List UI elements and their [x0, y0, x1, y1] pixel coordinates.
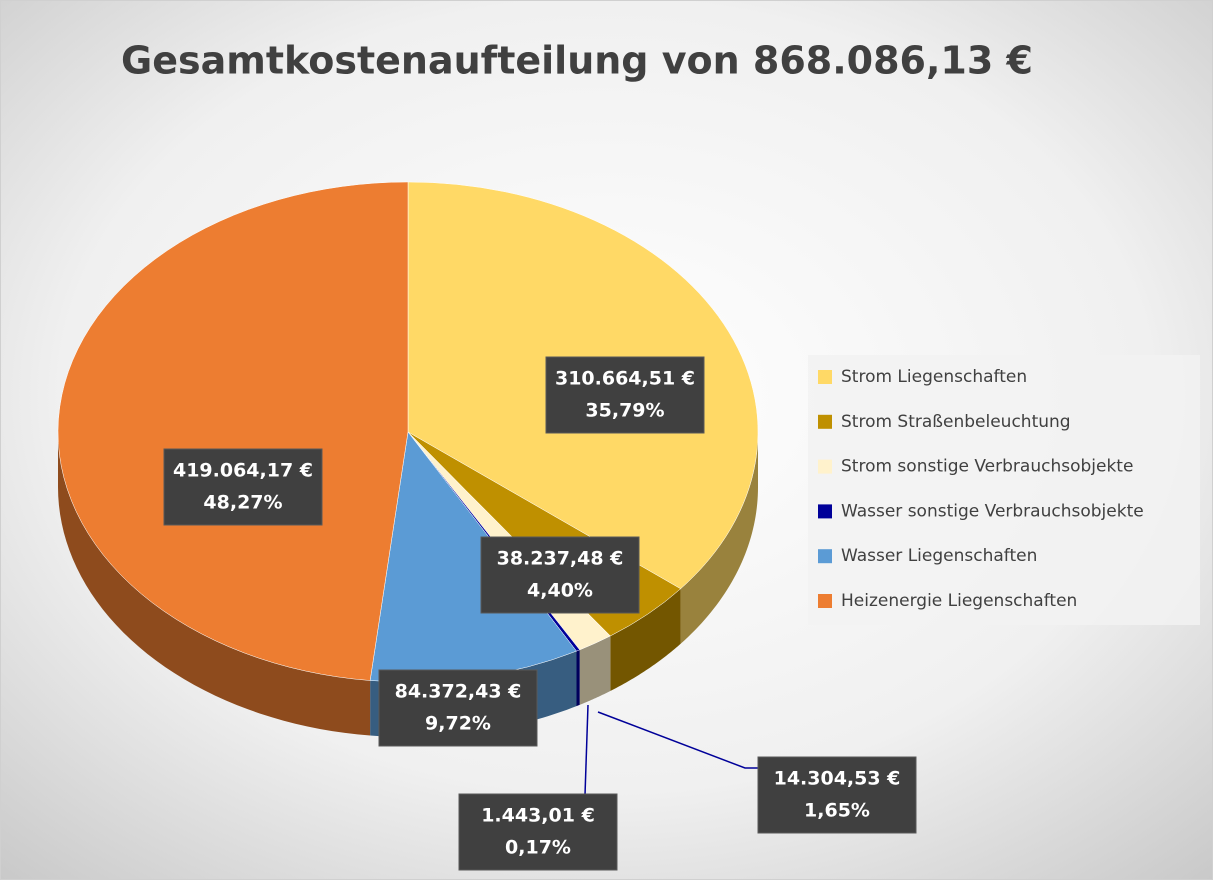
legend-label: Wasser Liegenschaften [841, 546, 1037, 566]
leader-line [597, 711, 762, 769]
slice-side [579, 636, 611, 705]
legend-label: Heizenergie Liegenschaften [841, 591, 1077, 611]
data-label: 419.064,17 € [173, 460, 313, 482]
leader-line [584, 704, 589, 796]
slice-side [610, 588, 681, 692]
data-label-box [757, 756, 917, 834]
legend-swatch [818, 504, 832, 519]
legend-box [808, 355, 1200, 625]
data-label-box [480, 536, 640, 614]
legend-label: Strom sonstige Verbrauchsobjekte [841, 457, 1133, 477]
data-label-box [545, 356, 705, 434]
legend-label: Wasser sonstige Verbrauchsobjekte [841, 501, 1144, 521]
legend-swatch [818, 414, 832, 429]
legend-label: Strom Liegenschaften [841, 367, 1027, 387]
chart-title: Gesamtkostenaufteilung von 868.086,13 € [121, 39, 1033, 83]
legend-swatch [818, 370, 832, 384]
slice-side [680, 432, 758, 644]
legend-swatch [818, 594, 832, 608]
slice-side [576, 649, 580, 707]
slice [57, 181, 409, 681]
data-label: 1.443,01 € [481, 805, 595, 827]
data-label: 310.664,51 € [555, 368, 695, 390]
data-label: 84.372,43 € [395, 681, 522, 703]
data-label-box [458, 793, 618, 871]
data-label-box [163, 448, 323, 526]
data-label-box [378, 669, 538, 747]
legend-label: Strom Straßenbeleuchtung [841, 412, 1071, 432]
legend-swatch [818, 459, 832, 474]
data-label: 48,27% [203, 492, 282, 514]
slice-side [58, 432, 371, 736]
data-label: 4,40% [527, 580, 593, 602]
data-label: 9,72% [425, 713, 491, 735]
data-label: 1,65% [804, 800, 870, 822]
legend-swatch [818, 549, 832, 564]
data-label: 35,79% [585, 400, 664, 422]
data-label: 14.304,53 € [774, 768, 901, 790]
data-label: 0,17% [505, 837, 571, 859]
data-label: 38.237,48 € [497, 548, 624, 570]
